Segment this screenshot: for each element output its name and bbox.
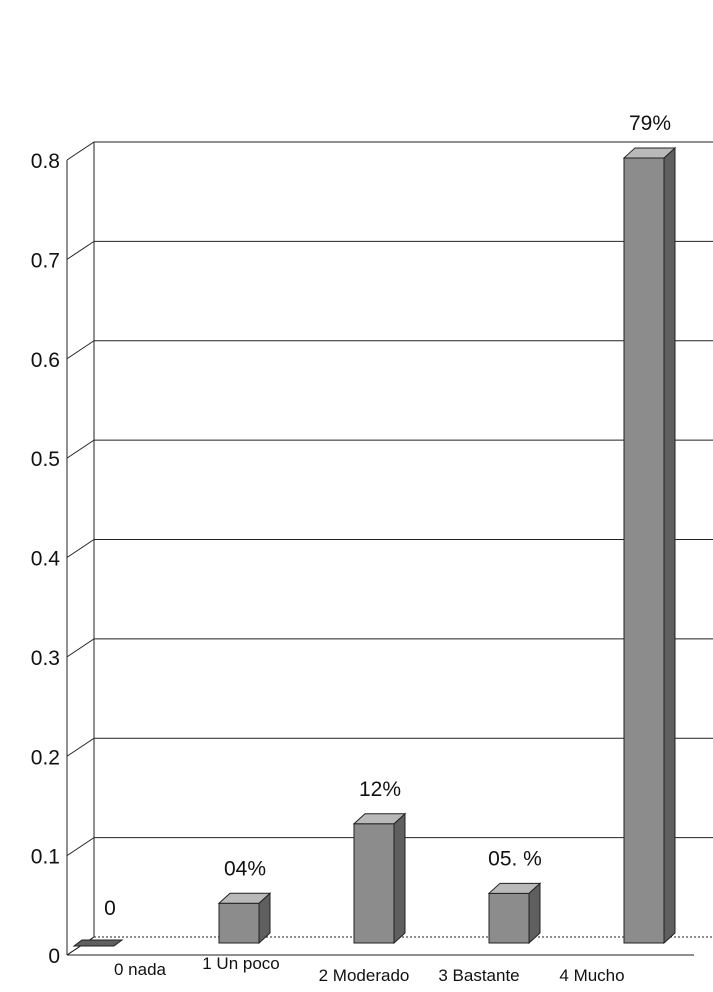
y-tick-label: 0.3 [31,647,60,670]
data-label: 79% [629,112,671,135]
bar-layer [72,146,677,947]
bar [488,892,530,944]
category-label: 0 nada [114,960,167,979]
grid-depth-line [66,737,95,757]
bar-top [622,147,677,159]
bar-side [393,812,406,945]
data-label: 12% [359,778,401,801]
data-label: 0 [104,897,116,920]
grid-depth-line [66,837,95,857]
y-tick-label: 0.8 [31,150,60,173]
data-label: 04% [224,857,266,880]
grid-depth-line [66,340,95,360]
y-tick-label: 0.2 [31,746,60,769]
category-label: 4 Mucho [559,966,624,985]
grid-depth-line [66,240,95,260]
label-layer: 0 0 nada 04% 1 Un poco 12% 2 Moderado 05. % 3 B… [104,112,671,985]
bar-side [663,146,676,945]
y-tick-label: 0.1 [31,846,60,869]
grid-layer [66,141,713,956]
y-tick-label: 0.4 [31,548,61,571]
grid-depth-line [66,439,95,459]
y-tick-label: 0.7 [31,249,60,272]
y-tick-label: 0.5 [31,448,60,471]
bar-top [352,813,407,825]
grid-depth-line [66,141,95,161]
bar-top [217,892,272,904]
bar-top [487,882,542,894]
category-label: 3 Bastante [438,966,519,985]
category-label: 1 Un poco [202,954,280,973]
axis-layer: 0 0.1 0.2 0.3 0.4 0.5 0.6 0.7 0.8 [31,150,713,968]
data-label: 05. % [488,847,542,870]
bar [218,902,260,944]
grid-depth-line [66,539,95,558]
category-label: 2 Moderado [319,966,410,985]
y-tick-label: 0 [48,945,60,968]
grid-depth-line [66,638,95,658]
bar [623,157,665,944]
bar [353,823,395,944]
bar [72,939,124,947]
y-tick-label: 0.6 [31,349,60,372]
